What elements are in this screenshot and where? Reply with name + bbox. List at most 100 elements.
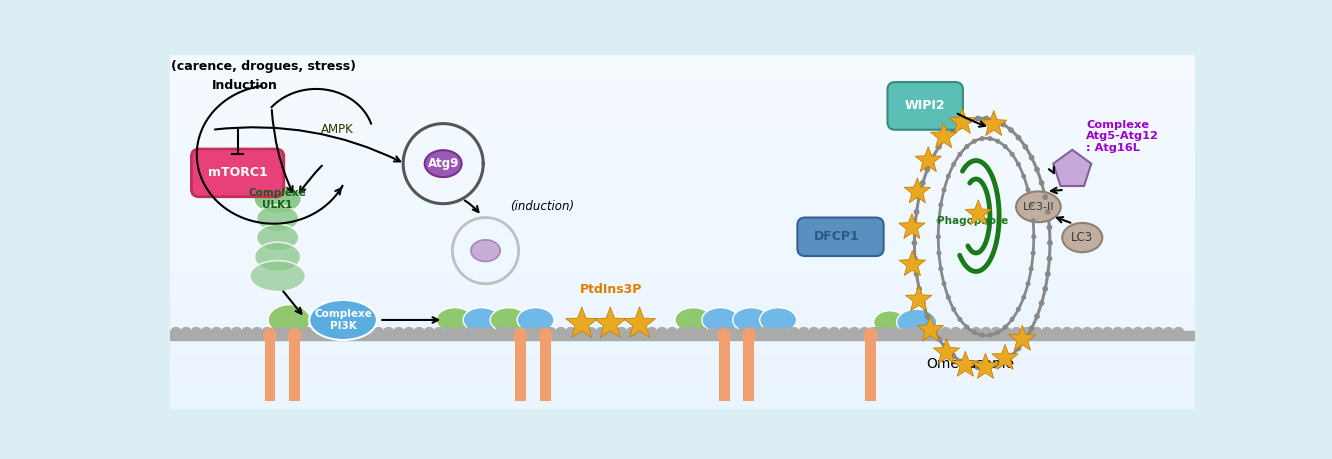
- Ellipse shape: [707, 327, 718, 336]
- Ellipse shape: [393, 327, 404, 336]
- Ellipse shape: [916, 194, 922, 200]
- Ellipse shape: [313, 327, 324, 336]
- Ellipse shape: [353, 327, 364, 336]
- Bar: [170, 238, 1196, 244]
- Ellipse shape: [1044, 209, 1051, 215]
- Ellipse shape: [586, 327, 597, 336]
- Ellipse shape: [1008, 353, 1014, 359]
- Ellipse shape: [964, 325, 970, 330]
- Ellipse shape: [870, 327, 880, 336]
- Ellipse shape: [987, 136, 992, 141]
- Ellipse shape: [434, 327, 445, 336]
- Ellipse shape: [1112, 327, 1123, 336]
- Ellipse shape: [863, 328, 878, 345]
- Ellipse shape: [958, 122, 964, 127]
- Ellipse shape: [517, 308, 554, 332]
- Bar: [170, 291, 1196, 297]
- Ellipse shape: [444, 327, 454, 336]
- Ellipse shape: [364, 327, 374, 336]
- Ellipse shape: [914, 271, 919, 277]
- Ellipse shape: [555, 327, 566, 336]
- Ellipse shape: [742, 328, 755, 345]
- Bar: [170, 297, 1196, 302]
- Ellipse shape: [257, 224, 298, 251]
- Ellipse shape: [829, 327, 839, 336]
- Ellipse shape: [617, 327, 627, 336]
- Ellipse shape: [951, 307, 956, 312]
- Ellipse shape: [250, 261, 305, 291]
- Ellipse shape: [1008, 127, 1014, 133]
- Ellipse shape: [1016, 162, 1020, 167]
- Polygon shape: [966, 200, 991, 225]
- Ellipse shape: [424, 327, 434, 336]
- Bar: [170, 285, 1196, 291]
- Bar: [170, 373, 1196, 379]
- Ellipse shape: [992, 118, 998, 123]
- Ellipse shape: [896, 309, 936, 336]
- Ellipse shape: [943, 345, 948, 351]
- Ellipse shape: [414, 327, 425, 336]
- Ellipse shape: [1010, 317, 1015, 322]
- Ellipse shape: [911, 240, 918, 246]
- Polygon shape: [1010, 325, 1035, 350]
- Ellipse shape: [485, 327, 496, 336]
- Ellipse shape: [983, 116, 990, 121]
- Ellipse shape: [1022, 327, 1032, 336]
- Ellipse shape: [1043, 194, 1048, 200]
- Ellipse shape: [257, 205, 298, 232]
- Ellipse shape: [980, 327, 991, 336]
- Ellipse shape: [1154, 327, 1164, 336]
- Ellipse shape: [920, 180, 926, 186]
- Bar: [866, 336, 876, 401]
- Bar: [170, 403, 1196, 409]
- Ellipse shape: [778, 327, 789, 336]
- Ellipse shape: [879, 327, 890, 336]
- Ellipse shape: [936, 144, 942, 150]
- Ellipse shape: [268, 305, 310, 336]
- Ellipse shape: [1143, 327, 1154, 336]
- Ellipse shape: [1028, 155, 1035, 161]
- Ellipse shape: [472, 240, 500, 262]
- Ellipse shape: [924, 167, 930, 173]
- Ellipse shape: [1039, 180, 1044, 186]
- Ellipse shape: [971, 327, 982, 336]
- Ellipse shape: [1026, 281, 1031, 286]
- Ellipse shape: [924, 313, 930, 319]
- Bar: [170, 143, 1196, 149]
- Ellipse shape: [930, 327, 940, 336]
- Text: WIPI2: WIPI2: [904, 100, 946, 112]
- Ellipse shape: [515, 327, 526, 336]
- Ellipse shape: [958, 317, 963, 322]
- Ellipse shape: [912, 224, 918, 230]
- Ellipse shape: [718, 328, 731, 345]
- Polygon shape: [904, 178, 931, 203]
- Ellipse shape: [718, 327, 729, 336]
- Ellipse shape: [890, 327, 900, 336]
- Polygon shape: [899, 251, 926, 275]
- Bar: [170, 208, 1196, 214]
- Ellipse shape: [1031, 251, 1035, 256]
- Ellipse shape: [505, 327, 515, 336]
- Ellipse shape: [964, 144, 970, 149]
- Ellipse shape: [798, 327, 810, 336]
- Bar: [170, 326, 1196, 332]
- Ellipse shape: [288, 328, 301, 345]
- Bar: [170, 55, 1196, 61]
- Bar: [170, 308, 1196, 314]
- Ellipse shape: [1123, 327, 1134, 336]
- Ellipse shape: [474, 327, 485, 336]
- Ellipse shape: [972, 139, 976, 144]
- Ellipse shape: [738, 327, 749, 336]
- Polygon shape: [931, 123, 956, 148]
- Ellipse shape: [657, 327, 667, 336]
- Ellipse shape: [675, 308, 711, 332]
- Ellipse shape: [942, 281, 947, 286]
- Polygon shape: [972, 353, 999, 378]
- Ellipse shape: [687, 327, 698, 336]
- Ellipse shape: [626, 327, 637, 336]
- Ellipse shape: [1047, 256, 1052, 262]
- Ellipse shape: [272, 327, 282, 336]
- Ellipse shape: [241, 327, 252, 336]
- Ellipse shape: [747, 327, 759, 336]
- Ellipse shape: [759, 308, 797, 332]
